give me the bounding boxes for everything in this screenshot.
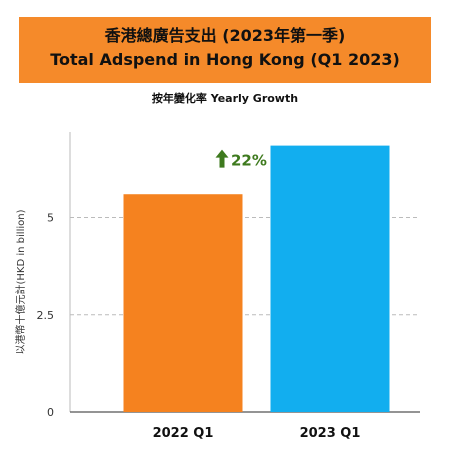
bars: [123, 145, 390, 412]
y-tick-labels: 02.55: [37, 212, 55, 419]
bar-2023-q1: [270, 145, 390, 412]
y-tick-label: 2.5: [37, 309, 55, 322]
y-tick-label: 0: [47, 406, 54, 419]
x-category-label: 2023 Q1: [300, 426, 361, 441]
growth-annotation: 22%: [215, 149, 267, 170]
chart-subtitle: 按年變化率 Yearly Growth: [151, 92, 299, 105]
category-labels: 2022 Q1 2023 Q1: [153, 426, 361, 441]
chart-title-chinese: 香港總廣告支出 (2023年第一季): [104, 26, 346, 45]
growth-label: 22%: [231, 152, 267, 170]
x-category-label: 2022 Q1: [153, 426, 214, 441]
up-arrow-icon: [215, 149, 229, 168]
title-banner: 香港總廣告支出 (2023年第一季) Total Adspend in Hong…: [19, 17, 431, 83]
chart-title-english: Total Adspend in Hong Kong (Q1 2023): [50, 50, 400, 69]
y-axis-title: 以港幣十億元計(HKD in billion): [14, 209, 27, 354]
bar-2022-q1: [123, 194, 243, 412]
y-tick-label: 5: [47, 212, 54, 225]
